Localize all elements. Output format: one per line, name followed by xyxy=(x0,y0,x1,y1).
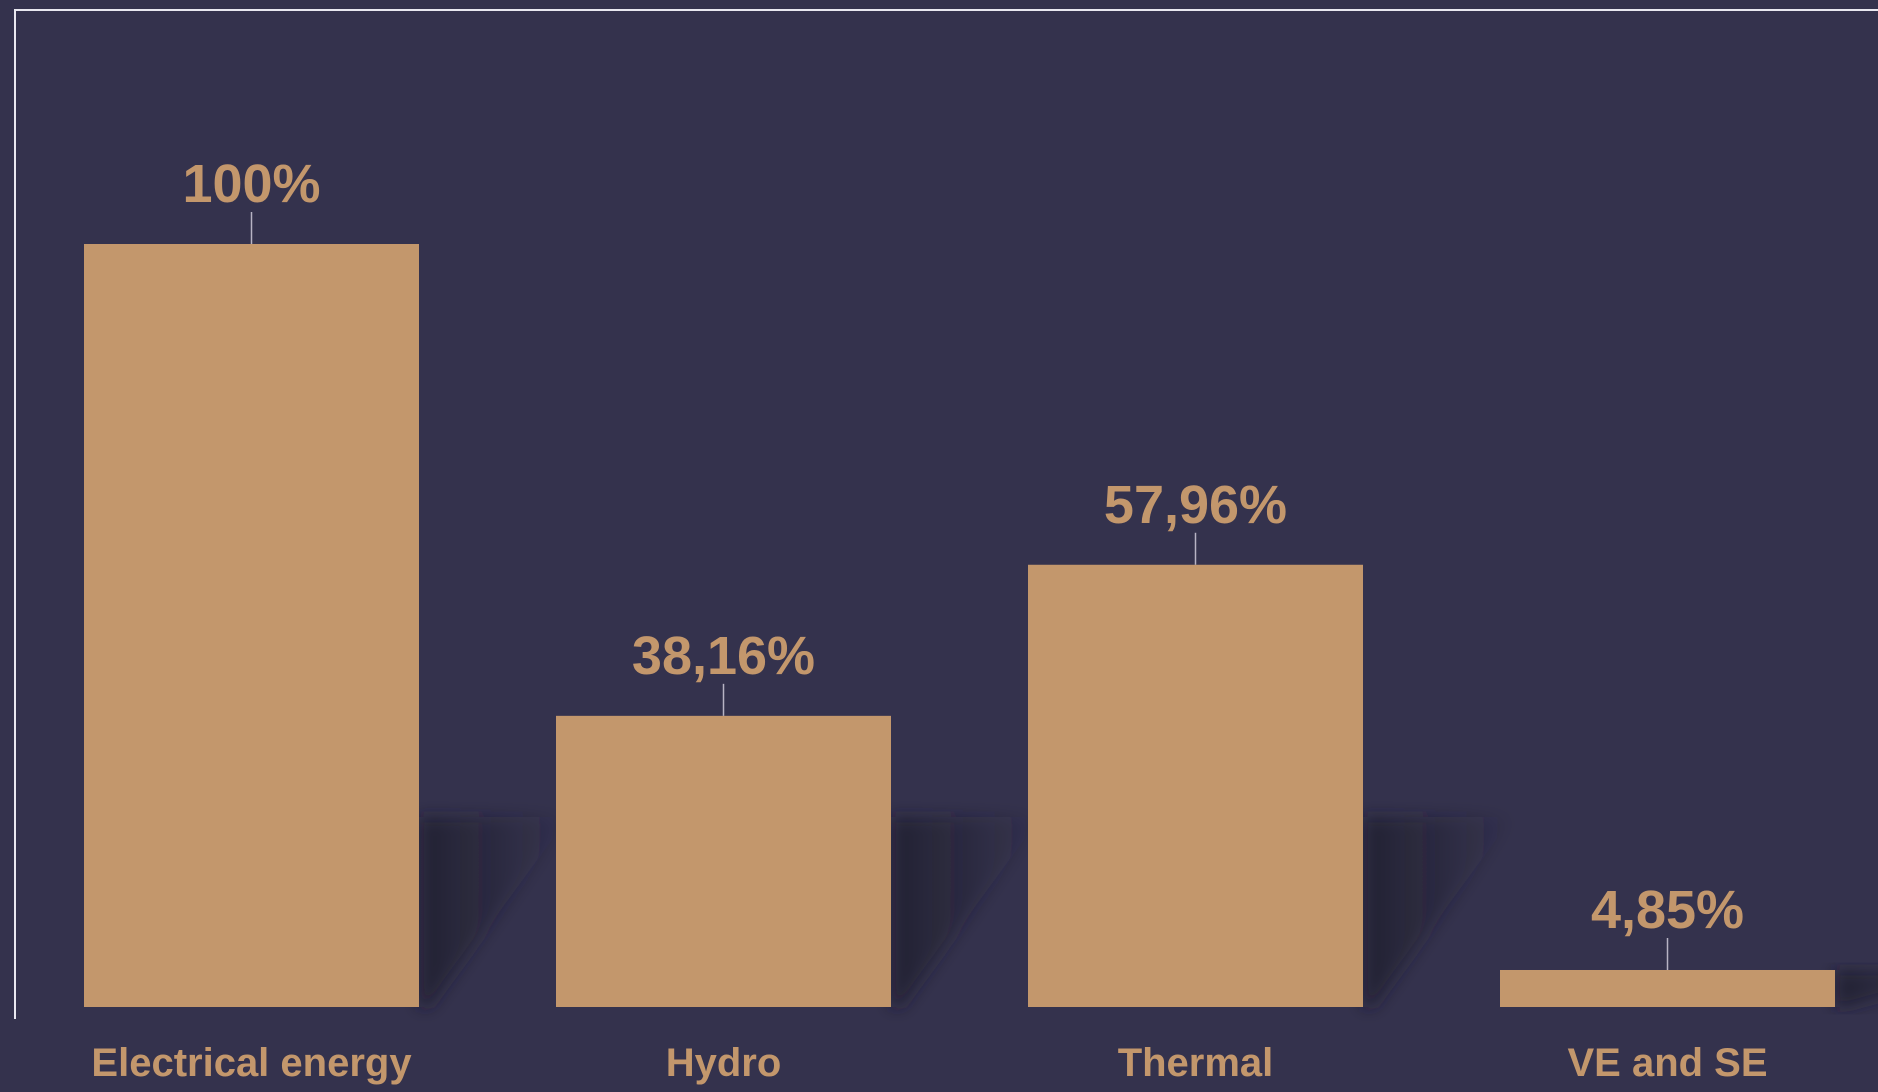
leader-lines xyxy=(250,212,1669,970)
chart-frame xyxy=(14,9,1878,1019)
bar xyxy=(84,244,419,1007)
category-label: Electrical energy xyxy=(91,1041,412,1085)
bar-shadows xyxy=(419,817,1878,1007)
data-label: 4,85% xyxy=(1591,880,1744,940)
bar-shadow xyxy=(1363,817,1513,1007)
bar xyxy=(1028,564,1363,1007)
data-label: 38,16% xyxy=(632,626,815,686)
data-label: 57,96% xyxy=(1104,475,1287,535)
data-label: 100% xyxy=(182,154,320,214)
bar-shadow xyxy=(891,817,1041,1007)
category-label: VE and SE xyxy=(1567,1041,1767,1085)
category-label: Thermal xyxy=(1118,1041,1274,1085)
bar-shadow xyxy=(419,817,569,1007)
bar xyxy=(1500,969,1835,1007)
data-labels: 100% 38,16% 57,96% 4,85% xyxy=(182,154,1744,940)
category-label: Hydro xyxy=(666,1041,782,1085)
category-labels: Electrical energy Hydro Thermal VE and SE xyxy=(91,1041,1767,1085)
bars xyxy=(84,244,1835,1007)
bar-shadow xyxy=(1835,969,1878,1007)
bar xyxy=(556,715,891,1007)
